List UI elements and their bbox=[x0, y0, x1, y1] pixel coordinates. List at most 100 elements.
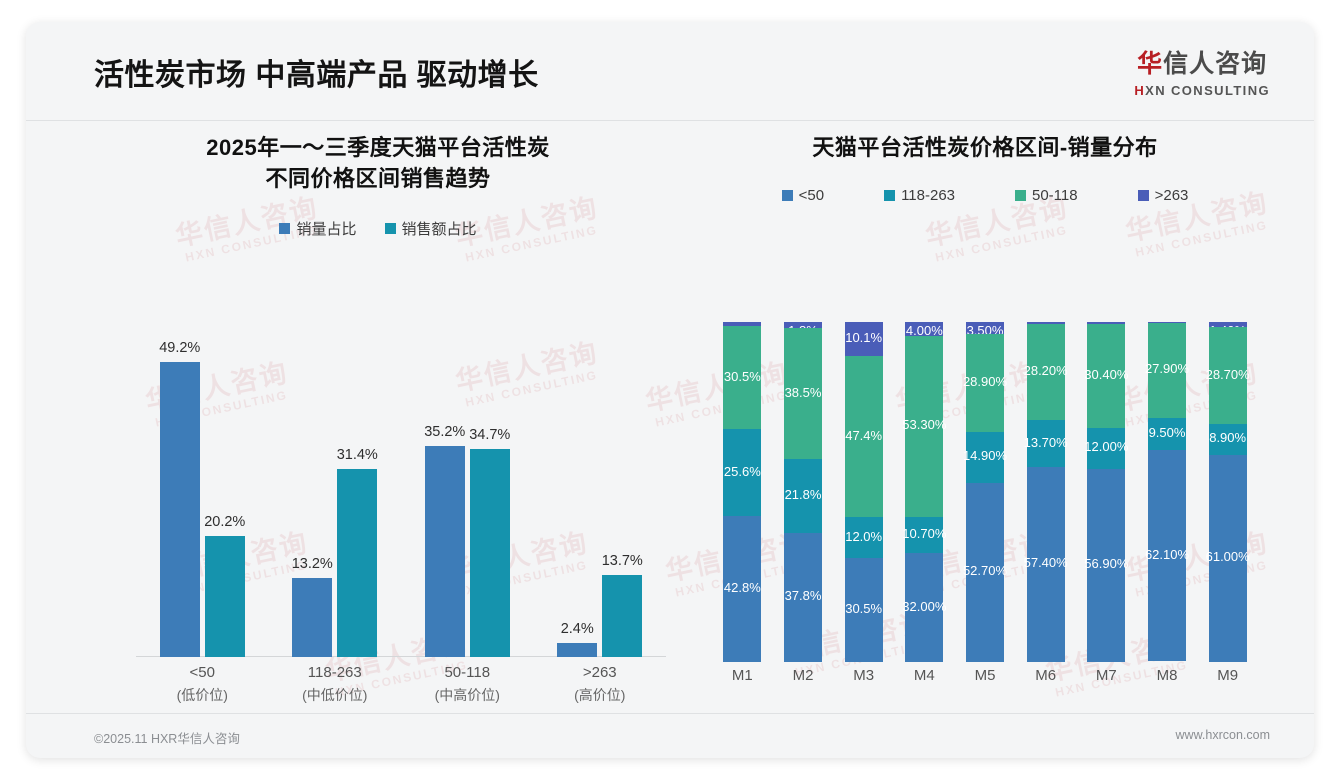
stacked-bar-segment[interactable]: 30.5% bbox=[723, 325, 762, 430]
slide-header: 活性炭市场 中高端产品 驱动增长 华信人咨询 HXN CONSULTING bbox=[26, 22, 1314, 121]
logo-cn-rest: 信人咨询 bbox=[1163, 50, 1268, 78]
stacked-segment-value-label: 10.1% bbox=[845, 330, 883, 346]
stacked-bar-segment[interactable]: 10.70% bbox=[902, 516, 947, 554]
x-axis-label: M5 bbox=[974, 667, 996, 684]
stacked-bar-segment[interactable]: 62.10% bbox=[1145, 450, 1189, 662]
stacked-bar-column[interactable]: 3.50% 28.90% 14.90% 52.70% bbox=[963, 322, 1007, 662]
stacked-bar-column[interactable]: 0.70%30.40%12.00%56.90% bbox=[1084, 322, 1129, 662]
x-axis-label-range: <50 bbox=[189, 664, 215, 681]
x-axis-label: M9 bbox=[1217, 667, 1239, 684]
stacked-bar-segment[interactable]: 21.8% bbox=[784, 459, 822, 534]
stacked-segment-value-label: 13.70% bbox=[1023, 434, 1068, 450]
legend-label: 50-118 bbox=[1032, 187, 1078, 205]
bar-column[interactable]: 13.7% bbox=[602, 327, 643, 657]
stacked-bar-segment[interactable]: 12.00% bbox=[1084, 427, 1129, 469]
legend-item-3[interactable]: 50-118 bbox=[1015, 187, 1078, 204]
stacked-bar-column[interactable]: 1.1%30.5%25.6%42.8% bbox=[723, 322, 762, 662]
left-chart-title-line1: 2025年一～三季度天猫平台活性炭 bbox=[206, 135, 550, 160]
stacked-bar-segment[interactable]: 25.6% bbox=[723, 429, 762, 517]
stacked-bar-segment[interactable]: 61.00% bbox=[1205, 454, 1250, 662]
x-axis-label-range: 118-263 bbox=[307, 664, 362, 681]
stacked-bar-segment[interactable]: 53.30% bbox=[902, 335, 946, 517]
stacked-bar-column[interactable]: 1.8%38.5%21.8%37.8% bbox=[784, 322, 822, 662]
stacked-segment-value-label: 12.0% bbox=[845, 528, 883, 544]
bar-rect[interactable] bbox=[602, 574, 643, 657]
stacked-segment-value-label: 61.00% bbox=[1205, 549, 1250, 565]
left-chart-title-line2: 不同价格区间销售趋势 bbox=[265, 166, 491, 192]
grouped-chart-axis bbox=[136, 656, 666, 657]
x-axis-label: M3 bbox=[853, 667, 875, 684]
bar-column[interactable]: 13.2% bbox=[292, 327, 333, 657]
page-title: 活性炭市场 中高端产品 驱动增长 bbox=[94, 59, 539, 92]
legend-label: <50 bbox=[798, 187, 825, 205]
legend-item-4[interactable]: >263 bbox=[1137, 187, 1188, 204]
bar-rect[interactable] bbox=[557, 642, 598, 657]
stacked-bar-segment[interactable]: 57.40% bbox=[1024, 466, 1068, 662]
legend-swatch-icon bbox=[384, 223, 396, 235]
x-axis-label-range: 50-118 bbox=[444, 664, 491, 681]
stacked-bar-segment[interactable]: 28.90% bbox=[963, 333, 1007, 433]
grouped-chart-x-axis-labels: <50 (低价位) 118-263 (中低价位) 50-118 (中高价位) >263 (高价… bbox=[136, 662, 666, 722]
bar-rect[interactable] bbox=[292, 577, 333, 657]
bar-rect[interactable] bbox=[204, 535, 245, 657]
logo-chinese: 华信人咨询 bbox=[1134, 52, 1270, 77]
stacked-bar-segment[interactable]: 56.90% bbox=[1084, 468, 1128, 662]
stacked-bar-segment[interactable]: 13.70% bbox=[1023, 420, 1068, 467]
slide-card: 活性炭市场 中高端产品 驱动增长 华信人咨询 HXN CONSULTING 华信… bbox=[26, 22, 1314, 758]
stacked-bar-segment[interactable]: 3.50% bbox=[966, 322, 1004, 338]
bar-column[interactable]: 35.2% bbox=[424, 327, 465, 657]
stacked-bar-segment[interactable]: 28.20% bbox=[1024, 324, 1068, 421]
bar-value-label: 20.2% bbox=[204, 513, 246, 530]
stacked-bar-segment[interactable]: 30.40% bbox=[1084, 324, 1128, 428]
stacked-bar-column[interactable]: 10.1% 47.4% 12.0% 30.5% bbox=[844, 322, 883, 662]
stacked-bar-segment[interactable]: 52.70% bbox=[963, 482, 1007, 662]
bar-column[interactable]: 2.4% bbox=[557, 327, 598, 657]
stacked-segment-value-label: 10.70% bbox=[902, 526, 947, 541]
legend-item-1[interactable]: 销量占比 bbox=[279, 218, 357, 239]
stacked-bar-segment[interactable]: 14.90% bbox=[963, 432, 1007, 483]
x-axis-label: M2 bbox=[792, 667, 814, 684]
bar-rect[interactable] bbox=[159, 361, 200, 657]
x-axis-label: M6 bbox=[1035, 667, 1057, 684]
logo-en-rest: XN CONSULTING bbox=[1145, 83, 1270, 98]
legend-swatch-icon bbox=[1137, 190, 1149, 202]
stacked-bar-segment[interactable]: 30.5% bbox=[844, 558, 883, 662]
stacked-bar-segment[interactable]: 47.4% bbox=[844, 356, 883, 518]
bar-column[interactable]: 49.2% bbox=[159, 327, 200, 657]
bar-rect[interactable] bbox=[337, 468, 378, 657]
stacked-bar-column[interactable]: 0.30%27.90%9.50%62.10% bbox=[1145, 322, 1189, 662]
bar-column[interactable]: 31.4% bbox=[337, 327, 378, 657]
stacked-bar-segment[interactable]: 10.1% bbox=[844, 322, 883, 357]
stacked-bar-segment[interactable]: 9.50% bbox=[1148, 417, 1186, 451]
bar-rect[interactable] bbox=[469, 448, 510, 657]
left-chart-legend: 销量占比 销售额占比 bbox=[68, 218, 688, 239]
stacked-bar-segment[interactable]: 37.8% bbox=[784, 533, 822, 662]
logo-english: HXN CONSULTING bbox=[1134, 84, 1270, 97]
stacked-bar-column[interactable]: 0.70%28.20%13.70%57.40% bbox=[1023, 322, 1068, 662]
bar-value-label: 34.7% bbox=[469, 426, 511, 443]
stacked-bar-segment[interactable]: 8.90% bbox=[1208, 424, 1247, 455]
bar-rect[interactable] bbox=[424, 445, 465, 657]
bar-column[interactable]: 34.7% bbox=[469, 327, 511, 657]
stacked-segment-value-label: 8.90% bbox=[1209, 430, 1247, 446]
right-chart-panel: 天猫平台活性炭价格区间-销量分布 <50 118-263 50-118 >263 1.… bbox=[698, 132, 1272, 712]
stacked-bar-segment[interactable]: 32.00% bbox=[902, 553, 946, 662]
stacked-bar-segment[interactable]: 28.70% bbox=[1206, 326, 1250, 425]
stacked-bar-segment[interactable]: 38.5% bbox=[784, 328, 822, 459]
right-chart-title: 天猫平台活性炭价格区间-销量分布 bbox=[698, 132, 1272, 163]
legend-swatch-icon bbox=[1015, 190, 1026, 202]
legend-label: 销售额占比 bbox=[401, 221, 477, 239]
bar-column[interactable]: 20.2% bbox=[204, 327, 246, 657]
legend-item-1[interactable]: <50 bbox=[781, 187, 825, 205]
stacked-bar-segment[interactable]: 42.8% bbox=[723, 516, 762, 662]
stacked-bar-column[interactable]: 1.40%28.70%8.90%61.00% bbox=[1205, 322, 1250, 662]
stacked-segment-value-label: 12.00% bbox=[1084, 439, 1129, 455]
legend-item-2[interactable]: 118-263 bbox=[884, 187, 955, 204]
stacked-bar-segment[interactable]: 12.0% bbox=[844, 517, 883, 559]
stacked-bar-segment[interactable]: 27.90% bbox=[1145, 323, 1189, 418]
stacked-bar-column[interactable]: 4.00% 53.30% 10.70% 32.00% bbox=[902, 322, 947, 662]
stacked-segment-value-label: 30.5% bbox=[845, 601, 883, 617]
stacked-bar-chart: 1.1%30.5%25.6%42.8% 1.8%38.5%21.8%37.8% 10… bbox=[712, 322, 1258, 662]
legend-item-2[interactable]: 销售额占比 bbox=[384, 218, 477, 239]
stacked-bar-segment[interactable]: 4.00% bbox=[905, 322, 944, 338]
